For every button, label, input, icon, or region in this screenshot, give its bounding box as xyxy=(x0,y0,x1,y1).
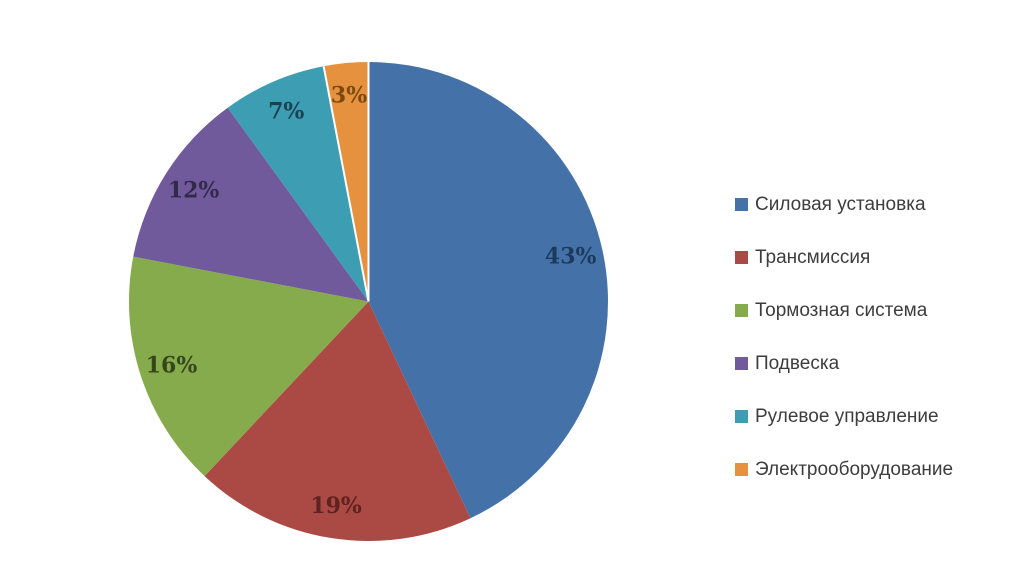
legend-item: Трансмиссия xyxy=(735,231,1020,284)
pie-slice-1 xyxy=(204,301,471,541)
slice-label: 16% xyxy=(146,353,198,379)
legend-label: Подвеска xyxy=(755,352,840,374)
legend-item: Электрооборудование xyxy=(735,443,1020,496)
legend-swatch xyxy=(735,251,748,264)
legend-swatch xyxy=(735,463,748,476)
legend-label: Трансмиссия xyxy=(755,246,871,268)
legend-item: Силовая установка xyxy=(735,178,1020,231)
legend-label: Тормозная система xyxy=(755,299,928,321)
pie-slice-2 xyxy=(129,256,369,477)
legend: Силовая установка Трансмиссия Тормозная … xyxy=(735,178,1020,496)
legend-label: Электрооборудование xyxy=(755,458,954,480)
legend-swatch xyxy=(735,304,748,317)
slice-label: 3% xyxy=(331,82,367,108)
legend-swatch xyxy=(735,357,748,370)
slice-separator xyxy=(322,66,370,302)
legend-label: Рулевое управление xyxy=(755,405,939,427)
legend-swatch xyxy=(735,198,748,211)
slice-label: 43% xyxy=(545,243,597,269)
slice-label: 19% xyxy=(310,493,362,519)
legend-swatch xyxy=(735,410,748,423)
pie-slice-3 xyxy=(133,107,369,302)
legend-item: Подвеска xyxy=(735,337,1020,390)
pie-slice-0 xyxy=(368,62,608,519)
slice-label: 12% xyxy=(168,177,220,203)
slice-label: 7% xyxy=(268,98,304,124)
legend-item: Рулевое управление xyxy=(735,390,1020,443)
pie-slice-4 xyxy=(227,66,369,302)
legend-item: Тормозная система xyxy=(735,284,1020,337)
legend-label: Силовая установка xyxy=(755,193,926,215)
